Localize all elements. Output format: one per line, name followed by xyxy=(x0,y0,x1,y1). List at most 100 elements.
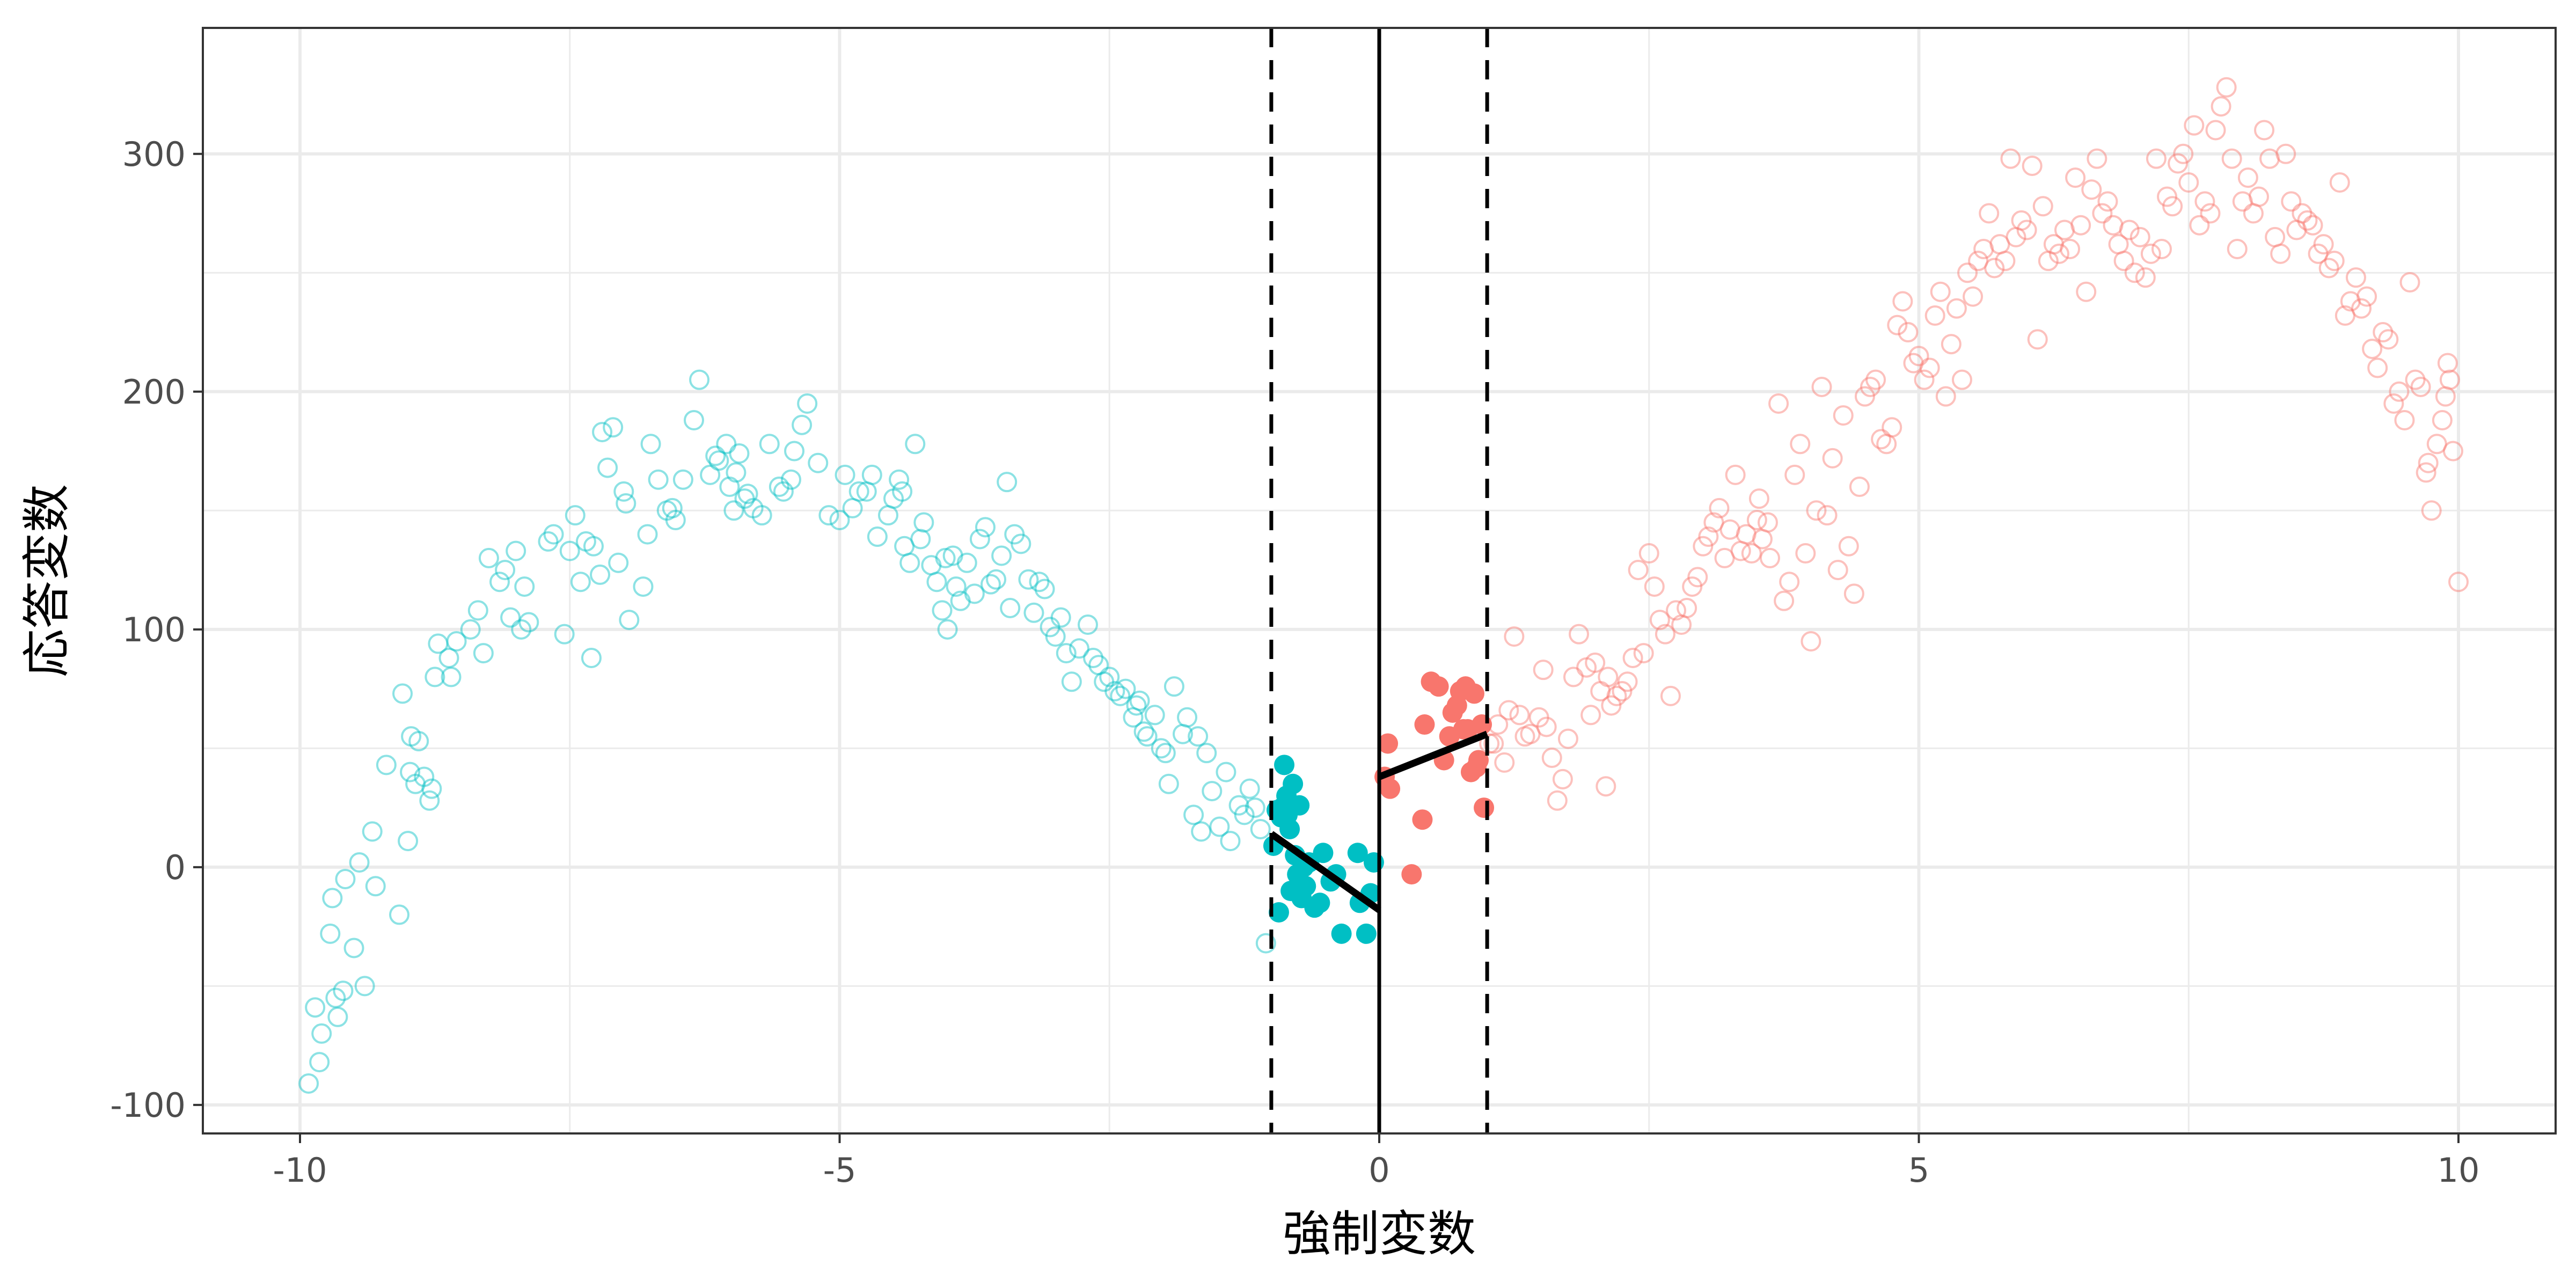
control-outside-point xyxy=(421,778,442,799)
treatment-outside-point xyxy=(1871,429,1892,450)
control-outside-point xyxy=(950,590,971,611)
control-outside-point xyxy=(1228,795,1249,816)
control-outside-point xyxy=(1144,705,1165,726)
treatment-outside-point xyxy=(1979,203,2000,224)
control-outside-series xyxy=(298,369,1276,1094)
treatment-outside-point xyxy=(2092,203,2113,224)
control-outside-point xyxy=(590,564,611,585)
treatment-outside-point xyxy=(1682,576,1703,597)
treatment-outside-point xyxy=(1914,369,1935,390)
treatment-outside-point xyxy=(1483,733,1504,754)
control-outside-point xyxy=(473,643,494,664)
treatment-outside-point xyxy=(1817,505,1838,526)
treatment-outside-point xyxy=(1660,685,1681,706)
control-outside-point xyxy=(708,450,729,471)
treatment-outside-point xyxy=(2435,386,2456,407)
treatment-outside-point xyxy=(1514,726,1535,747)
control-outside-point xyxy=(1123,707,1144,728)
treatment-outside-point xyxy=(2184,115,2205,136)
treatment-outside-point xyxy=(2070,215,2091,236)
treatment-outside-point xyxy=(2410,376,2431,397)
treatment-outside-point xyxy=(2265,226,2286,247)
control-outside-point xyxy=(1034,579,1055,599)
control-outside-point xyxy=(1061,671,1082,692)
treatment-outside-point xyxy=(2418,452,2439,473)
treatment-outside-point xyxy=(1968,251,1989,272)
x-tick-label: 5 xyxy=(1908,1151,1929,1190)
treatment-outside-point xyxy=(1547,790,1568,811)
control-outside-point xyxy=(969,529,990,550)
control-outside-point xyxy=(335,868,356,889)
treatment-outside-point xyxy=(1622,647,1643,668)
control-outside-point xyxy=(495,560,516,581)
control-outside-point xyxy=(1155,743,1176,764)
treatment-outside-point xyxy=(1801,631,1821,652)
control-outside-point xyxy=(913,512,934,533)
treatment-outside-point xyxy=(1677,597,1697,618)
control-outside-point xyxy=(910,529,931,550)
treatment-outside-point xyxy=(2011,210,2032,231)
treatment-outside-point xyxy=(1698,526,1719,547)
treatment-outside-point xyxy=(1504,626,1525,647)
treatment-outside-point xyxy=(1741,543,1762,564)
control-outside-point xyxy=(1245,797,1265,818)
treatment-inside-point xyxy=(1401,864,1422,885)
treatment-outside-point xyxy=(2254,120,2275,141)
treatment-outside-point xyxy=(2124,262,2145,283)
control-outside-point xyxy=(889,469,910,490)
treatment-outside-point xyxy=(2060,239,2081,259)
treatment-outside-point xyxy=(1520,723,1541,744)
y-tick-label: -100 xyxy=(110,1086,186,1125)
treatment-outside-point xyxy=(2362,339,2383,360)
treatment-outside-point xyxy=(1533,660,1554,680)
treatment-outside-point xyxy=(2211,96,2231,117)
control-inside-point xyxy=(1313,843,1334,863)
treatment-outside-point xyxy=(2237,167,2258,188)
control-outside-point xyxy=(570,572,591,592)
control-outside-point xyxy=(899,552,920,573)
treatment-outside-point xyxy=(1576,657,1597,678)
x-tick-label: -5 xyxy=(823,1151,857,1190)
treatment-inside-point xyxy=(1378,733,1399,754)
treatment-outside-point xyxy=(1541,748,1562,769)
control-outside-point xyxy=(1255,933,1276,954)
treatment-outside-point xyxy=(2378,329,2399,350)
treatment-outside-point xyxy=(2318,258,2339,279)
treatment-inside-point xyxy=(1474,797,1495,818)
control-outside-point xyxy=(946,576,967,597)
treatment-outside-point xyxy=(2437,353,2458,374)
control-outside-point xyxy=(856,481,877,502)
treatment-outside-point xyxy=(1746,510,1767,531)
treatment-outside-point xyxy=(1774,590,1795,611)
treatment-inside-point xyxy=(1412,809,1433,830)
control-outside-point xyxy=(991,545,1012,566)
control-inside-point xyxy=(1296,876,1316,897)
control-outside-point xyxy=(861,464,882,485)
control-outside-point xyxy=(400,762,421,782)
control-outside-point xyxy=(662,497,683,518)
treatment-fit-line xyxy=(1378,730,1489,780)
control-outside-point xyxy=(892,481,913,502)
control-outside-point xyxy=(543,524,564,545)
control-outside-point xyxy=(842,497,863,518)
treatment-outside-point xyxy=(2076,281,2097,302)
treatment-outside-point xyxy=(1898,322,1919,343)
treatment-outside-point xyxy=(2439,369,2460,390)
treatment-outside-point xyxy=(1860,376,1881,397)
treatment-outside-point xyxy=(2357,286,2377,307)
treatment-outside-point xyxy=(2383,393,2404,414)
control-outside-point xyxy=(1172,723,1193,744)
treatment-outside-point xyxy=(1509,705,1530,726)
control-outside-point xyxy=(637,524,658,545)
control-outside-point xyxy=(926,572,947,592)
control-outside-point xyxy=(354,976,375,997)
control-outside-point xyxy=(311,1023,332,1044)
control-outside-point xyxy=(538,531,559,552)
treatment-outside-point xyxy=(2448,572,2469,592)
treatment-outside-point xyxy=(1709,497,1730,518)
control-outside-point xyxy=(343,938,364,958)
treatment-outside-point xyxy=(1946,298,1967,319)
treatment-outside-point xyxy=(1563,667,1584,687)
treatment-outside-point xyxy=(2200,203,2221,224)
y-axis-title: 応答変数 xyxy=(19,484,75,677)
